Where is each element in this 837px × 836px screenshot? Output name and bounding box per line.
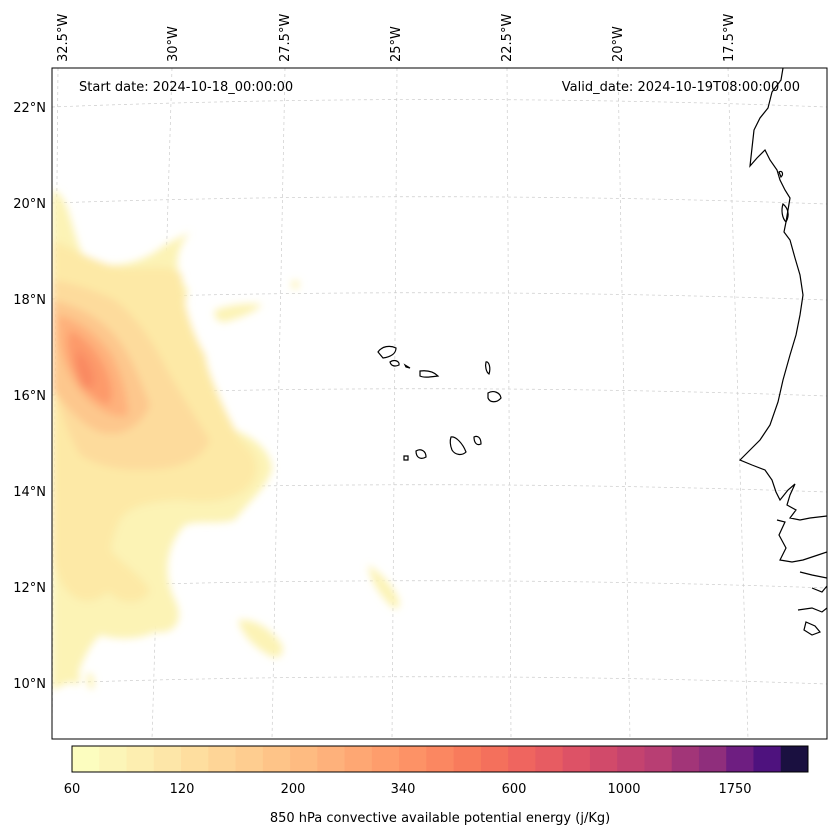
colorbar-swatch <box>671 746 700 772</box>
colorbar <box>72 746 809 772</box>
start-date-label: Start date: 2024-10-18_00:00:00 <box>79 80 293 95</box>
colorbar-swatch <box>453 746 482 772</box>
lon-label-30w: 30°W <box>166 26 181 62</box>
cb-tick-200: 200 <box>281 782 306 797</box>
colorbar-swatch <box>480 746 509 772</box>
colorbar-swatch <box>290 746 318 772</box>
cb-tick-340: 340 <box>391 782 416 797</box>
cb-tick-1750: 1750 <box>718 782 751 797</box>
colorbar-swatch <box>426 746 455 772</box>
cb-tick-60: 60 <box>64 782 81 797</box>
lat-label-20n: 20°N <box>13 197 46 212</box>
lat-label-18n: 18°N <box>13 293 46 308</box>
colorbar-swatch <box>617 746 645 772</box>
lat-label-12n: 12°N <box>13 581 46 596</box>
colorbar-swatch <box>262 746 291 772</box>
lon-label-20w: 20°W <box>611 26 626 62</box>
colorbar-swatch <box>562 746 591 772</box>
cb-tick-120: 120 <box>170 782 195 797</box>
map-frame <box>51 67 828 740</box>
colorbar-swatch <box>99 746 128 772</box>
cb-tick-1000: 1000 <box>607 782 640 797</box>
lon-label-17-5w: 17.5°W <box>722 14 737 62</box>
colorbar-swatch <box>153 746 182 772</box>
cape-filled-contours <box>52 190 400 690</box>
lon-label-27-5w: 27.5°W <box>278 14 293 62</box>
colorbar-swatch <box>726 746 754 772</box>
colorbar-swatch <box>72 746 100 772</box>
cape-verde-islands <box>377 345 502 461</box>
valid-date-label: Valid_date: 2024-10-19T08:00:00.00 <box>562 80 800 95</box>
colorbar-swatch <box>235 746 264 772</box>
colorbar-swatch <box>508 746 536 772</box>
colorbar-swatch <box>753 746 782 772</box>
lat-label-22n: 22°N <box>13 101 46 116</box>
lat-label-16n: 16°N <box>13 389 46 404</box>
colorbar-swatch <box>371 746 400 772</box>
colorbar-swatch <box>126 746 155 772</box>
lon-label-25w: 25°W <box>389 26 404 62</box>
lat-label-10n: 10°N <box>13 677 46 692</box>
colorbar-swatch <box>399 746 427 772</box>
cb-tick-600: 600 <box>502 782 527 797</box>
colorbar-swatch <box>698 746 727 772</box>
colorbar-title: 850 hPa convective available potential e… <box>270 811 610 826</box>
colorbar-swatch <box>181 746 209 772</box>
longitude-labels: 32.5°W 30°W 27.5°W 25°W 22.5°W 20°W 17.5… <box>56 14 737 62</box>
colorbar-swatch <box>644 746 673 772</box>
lon-label-32-5w: 32.5°W <box>56 14 71 62</box>
colorbar-swatch <box>208 746 237 772</box>
colorbar-swatch <box>780 746 809 772</box>
lon-label-22-5w: 22.5°W <box>500 14 515 62</box>
colorbar-frame <box>71 745 809 773</box>
colorbar-swatch <box>344 746 373 772</box>
african-coastline <box>738 68 827 636</box>
latitude-labels: 22°N 20°N 18°N 16°N 14°N 12°N 10°N <box>13 101 46 692</box>
colorbar-ticks: 60 120 200 340 600 1000 1750 <box>64 782 752 797</box>
colorbar-swatch <box>317 746 346 772</box>
colorbar-swatch <box>589 746 618 772</box>
lat-label-14n: 14°N <box>13 485 46 500</box>
colorbar-swatch <box>535 746 564 772</box>
